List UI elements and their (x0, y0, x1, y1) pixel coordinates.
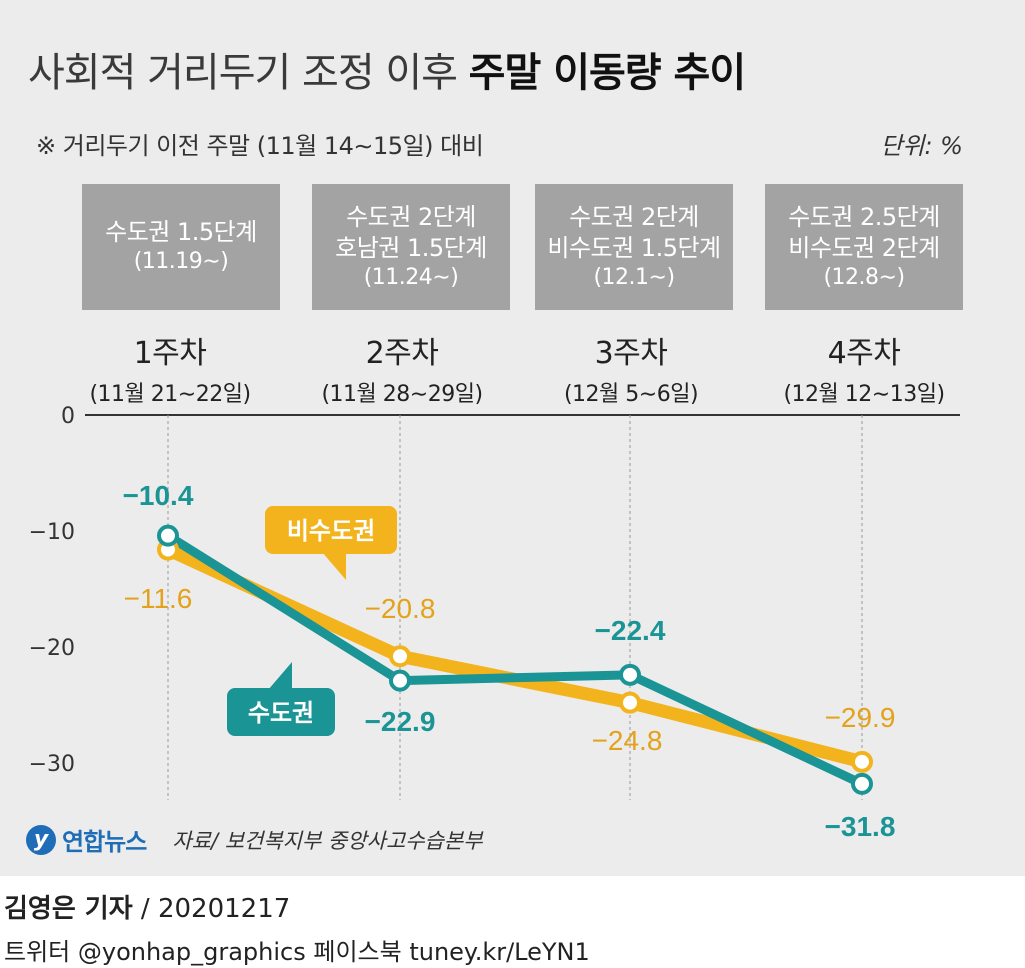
infographic-card: 사회적 거리두기 조정 이후 주말 이동량 추이 ※ 거리두기 이전 주말 (1… (0, 0, 1025, 876)
baseline-note: ※ 거리두기 이전 주말 (11월 14∼15일) 대비 (36, 132, 484, 160)
week-1-name: 1주차 (133, 336, 207, 371)
yonhap-logo-icon: y (26, 824, 56, 855)
capital-line (163, 531, 867, 789)
week-label-4: 4주차 (12월 12∼13일) (744, 328, 984, 408)
byline-date: / 20201217 (132, 894, 291, 924)
non-capital-callout-box (265, 506, 397, 554)
capital-value-label: −10.4 (123, 480, 194, 511)
capital-point-2 (389, 669, 411, 692)
line-chart: 0 −10 −20 −30 −11.6 −20.8 −24.8 −29.9 −10.4 −22.9… (29, 404, 960, 842)
week-label-1: 1주차 (11월 21∼22일) (50, 328, 290, 408)
stage-2-line-1: 수도권 2단계 (346, 202, 476, 231)
y-tick-label: −10 (29, 520, 75, 545)
stage-3-date: (12.1∼) (593, 264, 675, 290)
week-label-3: 3주차 (12월 5∼6일) (511, 328, 751, 408)
stage-1-line-1: 수도권 1.5단계 (105, 218, 257, 247)
non-capital-callout-tail (322, 552, 346, 580)
week-2-name: 2주차 (365, 336, 439, 371)
week-label-2: 2주차 (11월 28∼29일) (282, 328, 522, 408)
week-2-date: (11월 28∼29일) (321, 382, 483, 407)
capital-callout-box (227, 688, 335, 736)
non-capital-point-3 (619, 691, 641, 714)
capital-value-label: −31.8 (825, 811, 896, 842)
stage-1-date: (11.19∼) (133, 249, 229, 275)
source-row: y 연합뉴스 자료/ 보건복지부 중앙사고수습본부 (26, 822, 483, 857)
stage-box-4: 수도권 2.5단계 비수도권 2단계 (12.8∼) (765, 184, 963, 310)
week-3-date: (12월 5∼6일) (563, 382, 699, 407)
social-links: 트위터 @yonhap_graphics 페이스북 tuney.kr/LeYN1 (4, 938, 590, 966)
stage-box-3: 수도권 2단계 비수도권 1.5단계 (12.1∼) (535, 184, 733, 310)
non-capital-callout-label: 비수도권 (287, 517, 375, 545)
y-tick-label: 0 (61, 404, 75, 429)
stage-4-line-2: 비수도권 2단계 (788, 233, 940, 262)
stage-2-line-2: 호남권 1.5단계 (335, 233, 487, 262)
logo-text: 연합뉴스 (62, 828, 147, 856)
stage-4-line-1: 수도권 2.5단계 (788, 202, 940, 231)
non-capital-value-label: −29.9 (825, 702, 896, 733)
capital-point-4 (851, 772, 873, 795)
capital-point-3 (619, 663, 641, 686)
non-capital-value-label: −24.8 (592, 725, 663, 756)
stage-4-date: (12.8∼) (823, 264, 905, 290)
week-1-date: (11월 21∼22일) (89, 382, 251, 407)
capital-point-1 (157, 524, 179, 547)
stage-box-1: 수도권 1.5단계 (11.19∼) (82, 184, 280, 310)
non-capital-value-label: −20.8 (365, 593, 436, 624)
byline-name: 김영은 기자 (4, 894, 133, 924)
stage-box-2: 수도권 2단계 호남권 1.5단계 (11.24∼) (312, 184, 510, 310)
chart-title: 사회적 거리두기 조정 이후 주말 이동량 추이 (28, 40, 746, 98)
stage-3-line-1: 수도권 2단계 (569, 202, 699, 231)
week-3-name: 3주차 (594, 336, 668, 371)
stage-2-date: (11.24∼) (363, 264, 459, 290)
week-4-date: (12월 12∼13일) (783, 382, 945, 407)
capital-value-label: −22.9 (365, 706, 436, 737)
capital-callout-label: 수도권 (248, 699, 314, 727)
non-capital-value-label: −11.6 (124, 583, 193, 614)
capital-callout-tail (268, 662, 292, 690)
non-capital-point-4 (851, 750, 873, 773)
capital-value-label: −22.4 (595, 615, 666, 646)
unit-label: 단위: % (880, 132, 963, 160)
y-tick-label: −20 (29, 636, 75, 661)
week-4-name: 4주차 (827, 336, 901, 371)
stage-3-line-2: 비수도권 1.5단계 (547, 233, 721, 262)
byline: 김영은 기자 / 20201217 (4, 888, 290, 925)
non-capital-point-2 (389, 645, 411, 668)
source-text: 자료/ 보건복지부 중앙사고수습본부 (172, 828, 483, 853)
title-regular: 사회적 거리두기 조정 이후 (28, 50, 458, 96)
y-tick-label: −30 (29, 752, 75, 777)
title-bold: 주말 이동량 추이 (468, 50, 746, 96)
